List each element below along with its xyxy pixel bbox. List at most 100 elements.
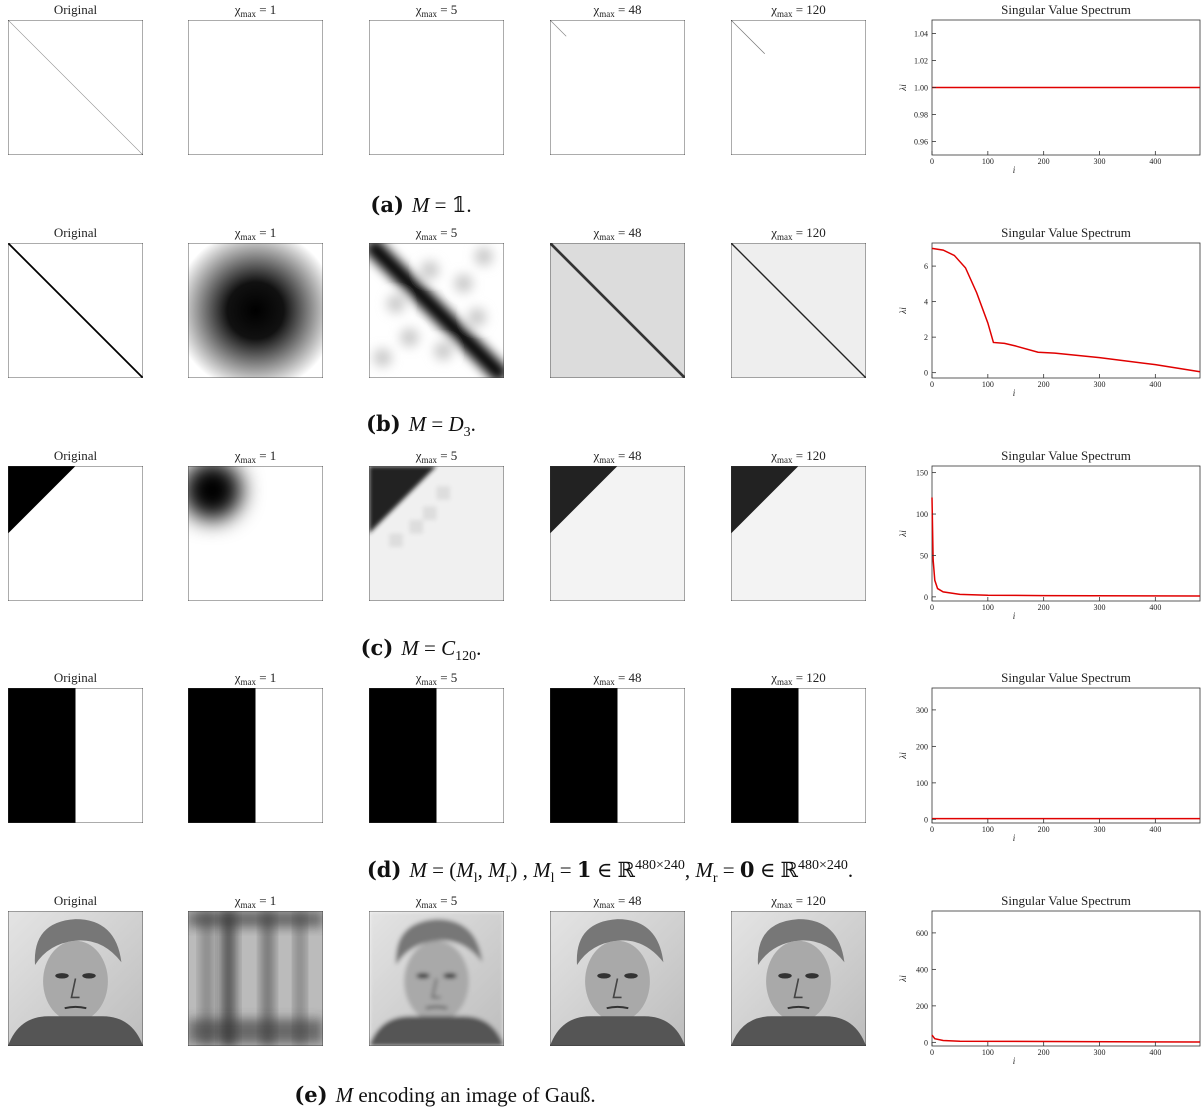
panel-title: χmax = 1	[234, 2, 277, 19]
subscript: max	[777, 9, 793, 19]
eye	[624, 973, 638, 978]
panel-title: χmax = 5	[415, 670, 458, 687]
equation: = 1	[256, 225, 276, 240]
artifact	[420, 261, 439, 280]
image-panel	[8, 688, 143, 823]
image-panel	[188, 20, 323, 155]
equation: = 120	[792, 225, 825, 240]
eye	[805, 973, 819, 978]
x-tick-label: 200	[1038, 603, 1050, 612]
x-axis-label: i	[1013, 833, 1016, 843]
equation: = 5	[437, 448, 457, 463]
x-tick-label: 0	[930, 825, 934, 834]
panel-title: Original	[54, 225, 98, 240]
portrait	[731, 911, 866, 1046]
artifact	[423, 507, 437, 521]
portrait	[550, 911, 685, 1046]
image-panel	[731, 911, 866, 1046]
panel-title: χmax = 120	[770, 893, 826, 910]
image-panel	[8, 466, 143, 601]
image-panel	[731, 688, 866, 823]
plot-frame	[932, 466, 1200, 601]
x-tick-label: 100	[982, 157, 994, 166]
y-tick-label: 1.00	[914, 84, 928, 93]
artifact	[387, 294, 406, 313]
x-tick-label: 100	[982, 603, 994, 612]
y-axis-label: λi	[898, 84, 908, 92]
artifact	[434, 342, 453, 361]
subscript: max	[240, 455, 256, 465]
equation: = 48	[615, 225, 642, 240]
artifact	[454, 274, 473, 293]
y-axis-label: λi	[898, 752, 908, 760]
image-panel	[550, 688, 685, 823]
image-panel	[369, 243, 504, 378]
chart-title: Singular Value Spectrum	[1001, 893, 1131, 908]
image-panel	[369, 688, 504, 823]
caption: (b)M = D3.	[366, 411, 476, 441]
x-axis-label: i	[1013, 165, 1016, 175]
pixel-region	[731, 688, 799, 823]
panel-title: χmax = 120	[770, 670, 826, 687]
pixel-region	[188, 688, 256, 823]
equation: = 48	[615, 670, 642, 685]
panel-title: χmax = 5	[415, 893, 458, 910]
image-panel	[8, 20, 143, 155]
y-tick-label: 0	[924, 369, 928, 378]
image-panel	[550, 243, 685, 378]
y-tick-label: 150	[916, 469, 928, 478]
subscript: max	[777, 232, 793, 242]
pixel-region	[550, 20, 685, 155]
y-tick-label: 50	[920, 551, 928, 560]
panel-title: χmax = 5	[415, 448, 458, 465]
y-tick-label: 0	[924, 815, 928, 824]
subscript: max	[240, 232, 256, 242]
equation: = 48	[615, 893, 642, 908]
panel-title: Original	[54, 670, 98, 685]
subscript: max	[599, 9, 615, 19]
chart-title: Singular Value Spectrum	[1001, 670, 1131, 685]
panel-title: Original	[54, 2, 98, 17]
equation: = 120	[792, 893, 825, 908]
chart-title: Singular Value Spectrum	[1001, 2, 1131, 17]
y-tick-label: 0	[924, 593, 928, 602]
x-tick-label: 100	[982, 380, 994, 389]
blob	[183, 461, 242, 520]
subscript: max	[240, 900, 256, 910]
x-tick-label: 300	[1094, 380, 1106, 389]
page: {"rows": [ {"titles": ["Original", ["χ",…	[0, 0, 1202, 1110]
x-tick-label: 400	[1149, 380, 1161, 389]
x-tick-label: 0	[930, 157, 934, 166]
pixel-region	[8, 688, 76, 823]
panel-title: χmax = 48	[592, 225, 641, 242]
panel-title: χmax = 120	[770, 448, 826, 465]
image-panel	[731, 20, 866, 155]
x-tick-label: 0	[930, 380, 934, 389]
subscript: max	[421, 232, 437, 242]
y-tick-label: 0.98	[914, 111, 928, 120]
eye	[778, 973, 792, 978]
pixel-region	[188, 911, 323, 927]
image-panel	[8, 911, 143, 1046]
y-axis-label: λi	[898, 530, 908, 538]
subscript: max	[240, 677, 256, 687]
panel-title: χmax = 48	[592, 893, 641, 910]
equation: = 5	[437, 225, 457, 240]
x-axis-label: i	[1013, 388, 1016, 398]
image-panel	[183, 461, 323, 601]
x-axis-label: i	[1013, 611, 1016, 621]
plot-frame	[932, 243, 1200, 378]
x-tick-label: 300	[1094, 825, 1106, 834]
eye	[416, 973, 430, 978]
subscript: max	[599, 677, 615, 687]
panel-title: χmax = 1	[234, 893, 277, 910]
artifact	[437, 486, 451, 500]
plot-frame	[932, 911, 1200, 1046]
pixel-region	[369, 20, 504, 155]
image-panel	[550, 20, 685, 155]
panel-title: χmax = 5	[415, 2, 458, 19]
subscript: max	[777, 677, 793, 687]
equation: = 120	[792, 670, 825, 685]
pixel-region	[175, 230, 337, 392]
subscript: max	[777, 455, 793, 465]
